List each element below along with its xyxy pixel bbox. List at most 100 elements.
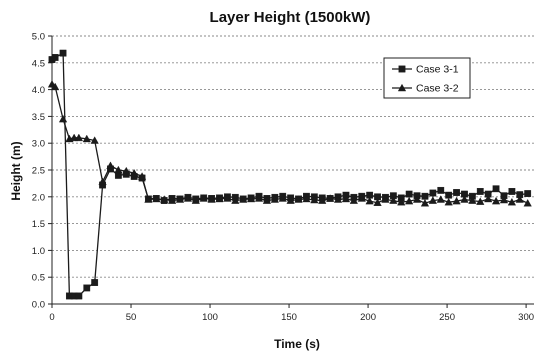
data-point [381, 195, 390, 203]
data-point [239, 195, 248, 203]
data-point [183, 194, 193, 202]
series-line [51, 83, 528, 204]
data-point [231, 196, 240, 204]
data-point [144, 195, 153, 203]
data-point [160, 195, 169, 203]
gridlines [52, 35, 534, 278]
y-axis-title: Height (m) [9, 141, 23, 200]
data-point [246, 194, 256, 203]
legend-marker [398, 65, 406, 73]
data-point [460, 195, 469, 203]
data-point [278, 194, 287, 202]
data-point [58, 114, 68, 123]
data-point [83, 284, 91, 292]
data-point [373, 198, 382, 206]
data-point [515, 195, 524, 203]
data-point [137, 172, 147, 180]
data-point [130, 169, 139, 177]
data-point [215, 194, 224, 203]
x-tick-label: 150 [281, 312, 297, 323]
data-point [436, 195, 445, 203]
series-group [47, 49, 532, 300]
legend-box [383, 57, 471, 99]
data-point [75, 292, 83, 300]
x-axis-title: Time (s) [274, 337, 320, 351]
data-point [508, 188, 516, 195]
data-point [51, 82, 60, 91]
data-point [484, 194, 493, 203]
data-point [254, 194, 264, 202]
data-point [476, 197, 485, 205]
data-point [286, 196, 295, 204]
data-point [294, 195, 303, 203]
data-point [389, 196, 398, 204]
legend-item: Case 3-1 [392, 64, 459, 76]
data-point [491, 196, 501, 205]
data-point [74, 133, 84, 142]
legend-marker [397, 83, 407, 92]
data-point [349, 196, 358, 204]
x-tick-label: 0 [49, 312, 54, 323]
data-point [207, 195, 216, 203]
data-point [468, 196, 477, 204]
y-tick-label: 3.5 [32, 112, 45, 123]
data-point [167, 196, 177, 204]
y-tick-label: 0.5 [32, 273, 45, 284]
data-point [333, 195, 343, 203]
data-point [445, 191, 453, 199]
data-point [405, 196, 414, 205]
data-point [452, 196, 461, 205]
y-tick-label: 0.0 [32, 300, 45, 311]
data-point [114, 165, 123, 174]
y-tick-label: 1.0 [32, 246, 45, 257]
x-tick-label: 200 [360, 312, 376, 323]
data-point [492, 185, 500, 193]
data-point [476, 188, 484, 195]
data-point [223, 194, 232, 202]
data-point [523, 199, 532, 207]
data-point [318, 196, 327, 204]
x-tick-label: 100 [202, 312, 218, 323]
y-tick-label: 5.0 [32, 32, 45, 43]
data-point [175, 195, 185, 203]
series-case-3-2 [47, 80, 532, 207]
data-point [341, 194, 351, 203]
data-point [421, 192, 429, 200]
data-point [310, 195, 319, 204]
x-tick-label: 50 [126, 312, 137, 323]
data-point [90, 136, 99, 144]
y-tick-label: 2.5 [32, 166, 45, 177]
data-point [325, 194, 335, 202]
y-tick-label: 4.0 [32, 85, 45, 96]
x-tick-label: 300 [518, 312, 534, 323]
data-point [420, 199, 430, 207]
legend-label: Case 3-1 [416, 64, 459, 76]
data-point [191, 196, 200, 204]
data-point [365, 196, 374, 205]
data-point [91, 279, 99, 286]
y-tick-label: 4.5 [32, 58, 45, 69]
legend-item: Case 3-2 [392, 83, 459, 95]
data-point [302, 194, 311, 203]
data-point [152, 194, 161, 203]
legend-label: Case 3-2 [416, 83, 459, 95]
data-point [270, 195, 279, 203]
data-point [122, 166, 131, 175]
data-point [82, 134, 91, 143]
data-point [98, 177, 107, 186]
data-point [51, 54, 59, 61]
legend: Case 3-1 Case 3-2 [383, 57, 471, 99]
data-point [453, 189, 460, 196]
data-point [507, 197, 517, 206]
x-tick-label: 250 [439, 312, 455, 323]
data-point [524, 190, 532, 197]
data-point [444, 197, 453, 206]
data-point [405, 190, 413, 198]
data-point [106, 161, 115, 169]
y-tick-label: 1.5 [32, 219, 45, 230]
data-point [357, 194, 366, 202]
data-point [429, 189, 437, 197]
data-point [428, 196, 437, 204]
data-point [397, 197, 406, 206]
